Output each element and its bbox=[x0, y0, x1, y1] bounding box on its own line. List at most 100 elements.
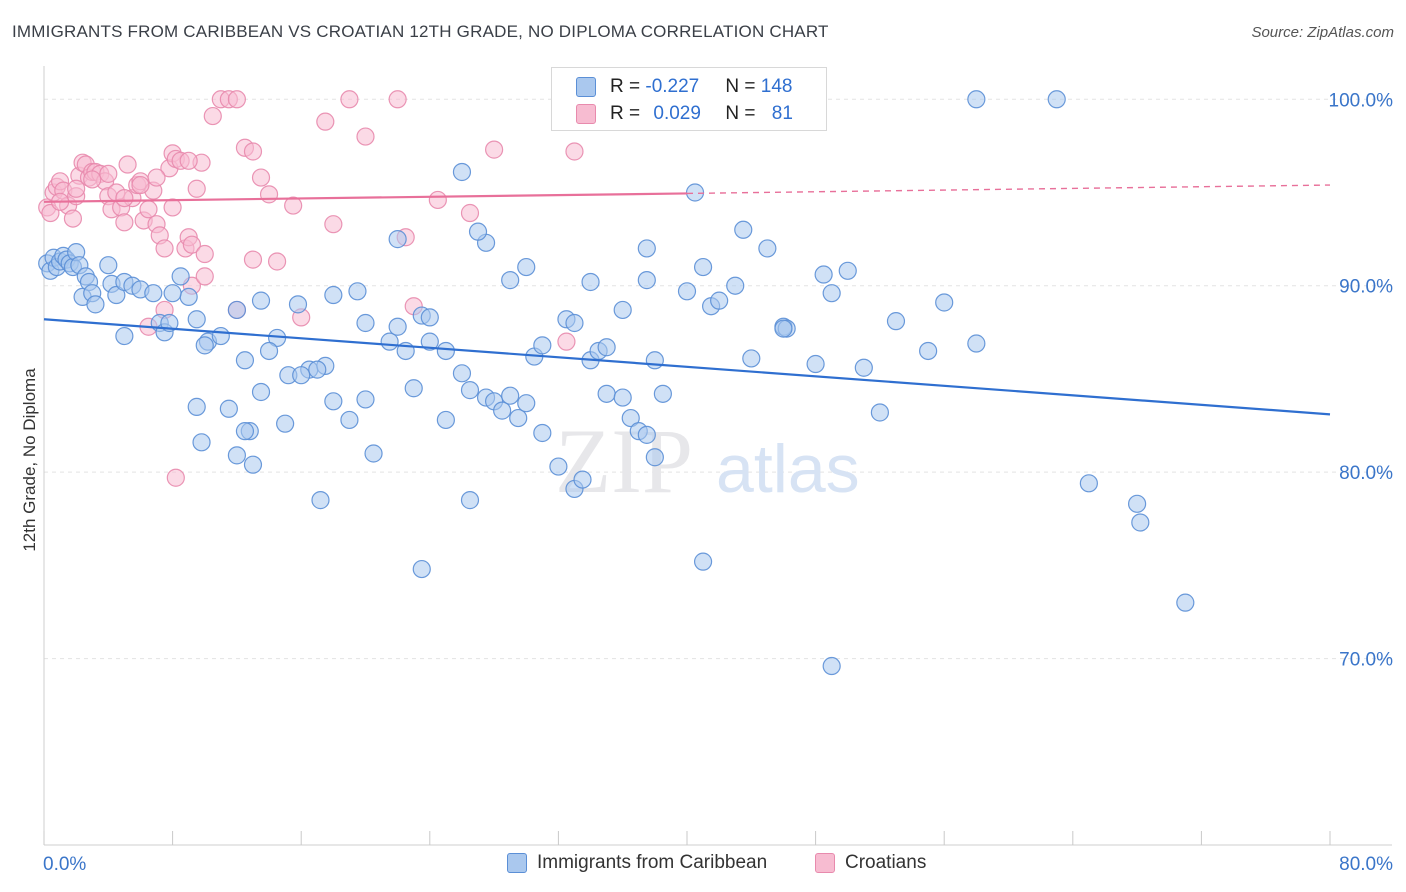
croatian-point bbox=[139, 200, 158, 219]
legend-r-label: R = bbox=[610, 103, 646, 124]
caribbean-point bbox=[645, 448, 664, 467]
caribbean-point bbox=[404, 379, 423, 398]
caribbean-point bbox=[806, 354, 825, 374]
caribbean-point bbox=[774, 319, 793, 338]
croatian-point bbox=[565, 142, 584, 161]
watermark: ZIP atlas bbox=[555, 410, 860, 512]
caribbean-point bbox=[420, 332, 439, 351]
bottom-legend-caribbean: Immigrants from Caribbean bbox=[507, 852, 767, 874]
y-tick-label: 80.0% bbox=[1339, 463, 1393, 484]
legend-r-label: R = bbox=[610, 76, 646, 97]
bottom-legend-croatians: Croatians bbox=[815, 852, 926, 874]
series-caribbean bbox=[38, 90, 1195, 676]
croatian-point bbox=[203, 106, 222, 126]
croatian-point bbox=[340, 90, 359, 109]
caribbean-point bbox=[436, 410, 455, 430]
caribbean-point bbox=[227, 300, 246, 320]
caribbean-point bbox=[348, 282, 367, 301]
caribbean-point bbox=[613, 300, 632, 320]
croatian-point bbox=[251, 168, 271, 187]
croatian-point bbox=[115, 213, 134, 232]
legend-n-value: 81 bbox=[771, 103, 793, 124]
caribbean-point bbox=[171, 267, 190, 286]
caribbean-point bbox=[822, 284, 841, 303]
croatian-point bbox=[182, 235, 201, 254]
caribbean-point bbox=[710, 291, 729, 310]
caribbean-point bbox=[549, 457, 568, 476]
croatian-point bbox=[388, 90, 407, 109]
caribbean-point bbox=[935, 293, 954, 312]
chart-source: Source: ZipAtlas.com bbox=[1251, 24, 1394, 41]
croatian-point bbox=[187, 179, 206, 198]
caribbean-point bbox=[452, 364, 472, 383]
caribbean-point bbox=[1176, 593, 1195, 612]
caribbean-point bbox=[311, 491, 330, 510]
caribbean-point bbox=[637, 239, 656, 258]
croatian-point bbox=[557, 332, 576, 351]
caribbean-point bbox=[219, 399, 238, 418]
caribbean-point bbox=[886, 312, 906, 331]
croatian-point bbox=[267, 252, 287, 271]
croatian-point bbox=[147, 168, 166, 187]
caribbean-point bbox=[613, 388, 632, 407]
caribbean-point bbox=[677, 282, 697, 301]
caribbean-point bbox=[356, 313, 375, 333]
caribbean-point bbox=[388, 317, 407, 336]
caribbean-point bbox=[187, 310, 206, 329]
bottom-legend-label-croatians: Croatians bbox=[845, 852, 927, 873]
caribbean-point bbox=[1047, 90, 1066, 109]
bottom-legend-label-caribbean: Immigrants from Caribbean bbox=[537, 852, 768, 873]
legend-n-label: N = bbox=[725, 103, 761, 124]
caribbean-point bbox=[967, 90, 986, 109]
croatian-point bbox=[460, 203, 480, 223]
caribbean-point bbox=[243, 455, 263, 474]
caribbean-point bbox=[340, 410, 359, 430]
caribbean-point bbox=[195, 336, 214, 355]
y-tick-label: 70.0% bbox=[1339, 650, 1393, 671]
croatian-point bbox=[324, 215, 343, 234]
caribbean-point bbox=[693, 257, 713, 277]
caribbean-point bbox=[533, 423, 552, 443]
caribbean-point bbox=[364, 444, 383, 463]
caribbean-point bbox=[99, 256, 118, 275]
caribbean-point bbox=[324, 392, 343, 411]
croatian-point bbox=[485, 140, 504, 159]
caribbean-point bbox=[517, 257, 536, 277]
caribbean-point bbox=[86, 295, 105, 314]
caribbean-point bbox=[144, 284, 163, 303]
croatian-point bbox=[195, 244, 214, 264]
caribbean-point bbox=[533, 336, 552, 355]
croatian-point bbox=[259, 185, 279, 204]
trend-lines bbox=[43, 184, 1331, 416]
legend-row-caribbean: R = -0.227 N = 148 bbox=[552, 74, 792, 100]
caribbean-point bbox=[621, 408, 640, 428]
croatian-point bbox=[179, 151, 198, 170]
croatian-point bbox=[115, 188, 134, 208]
caribbean-point bbox=[420, 308, 439, 327]
caribbean-point bbox=[324, 285, 343, 305]
caribbean-point bbox=[288, 295, 308, 314]
caribbean-point bbox=[822, 656, 841, 676]
legend-row-croatians: R = 0.029 N = 81 bbox=[552, 101, 793, 127]
croatian-point bbox=[284, 196, 303, 215]
caribbean-point bbox=[115, 326, 134, 346]
croatian-point bbox=[67, 179, 86, 198]
caribbean-point bbox=[1131, 513, 1150, 532]
caribbean-point bbox=[308, 360, 327, 379]
caribbean-point bbox=[501, 386, 520, 405]
caribbean-point bbox=[693, 552, 713, 571]
caribbean-point bbox=[637, 271, 656, 290]
caribbean-point bbox=[276, 414, 295, 433]
caribbean-point bbox=[919, 341, 938, 361]
caribbean-point bbox=[565, 313, 584, 333]
caribbean-point bbox=[637, 425, 656, 444]
caribbean-point bbox=[758, 239, 777, 258]
caribbean-point bbox=[179, 287, 198, 306]
y-tick-label: 90.0% bbox=[1339, 277, 1393, 298]
caribbean-point bbox=[573, 470, 592, 489]
legend-swatch-blue bbox=[576, 77, 596, 97]
croatian-point bbox=[131, 175, 150, 195]
caribbean-point bbox=[1127, 494, 1147, 513]
croatian-point bbox=[227, 90, 246, 109]
